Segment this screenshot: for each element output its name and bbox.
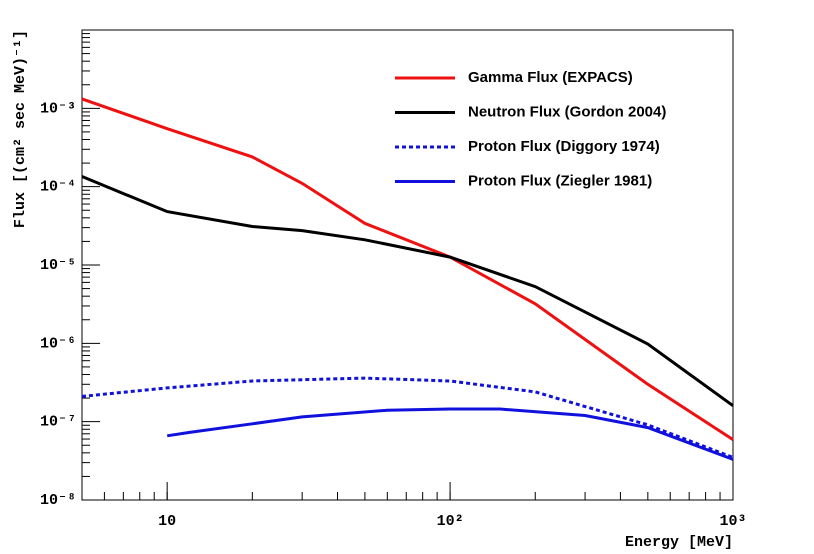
plot-frame xyxy=(81,29,734,501)
x-tick-label: 10³ xyxy=(719,513,746,530)
y-tick-label: 10⁻⁸ xyxy=(40,492,76,509)
y-tick-label: 10⁻⁴ xyxy=(40,179,76,196)
x-tick-label: 10² xyxy=(437,513,464,530)
x-tick-label: 10 xyxy=(158,513,176,530)
series-line xyxy=(81,97,734,441)
y-tick-label: 10⁻³ xyxy=(40,100,76,117)
series-line xyxy=(81,376,734,459)
legend-label: Proton Flux (Diggory 1974) xyxy=(468,138,660,155)
y-tick-label: 10⁻⁵ xyxy=(40,257,76,274)
series-line xyxy=(166,407,734,461)
y-tick-label: 10⁻⁷ xyxy=(40,414,76,431)
legend-label: Proton Flux (Ziegler 1981) xyxy=(468,172,652,189)
legend-label: Gamma Flux (EXPACS) xyxy=(468,69,633,86)
series-line xyxy=(81,175,734,407)
y-axis-label: Flux [(cm² sec MeV)⁻¹] xyxy=(12,30,29,228)
x-axis-label: Energy [MeV] xyxy=(625,534,733,551)
legend-label: Neutron Flux (Gordon 2004) xyxy=(468,103,666,120)
y-tick-label: 10⁻⁶ xyxy=(40,335,76,352)
